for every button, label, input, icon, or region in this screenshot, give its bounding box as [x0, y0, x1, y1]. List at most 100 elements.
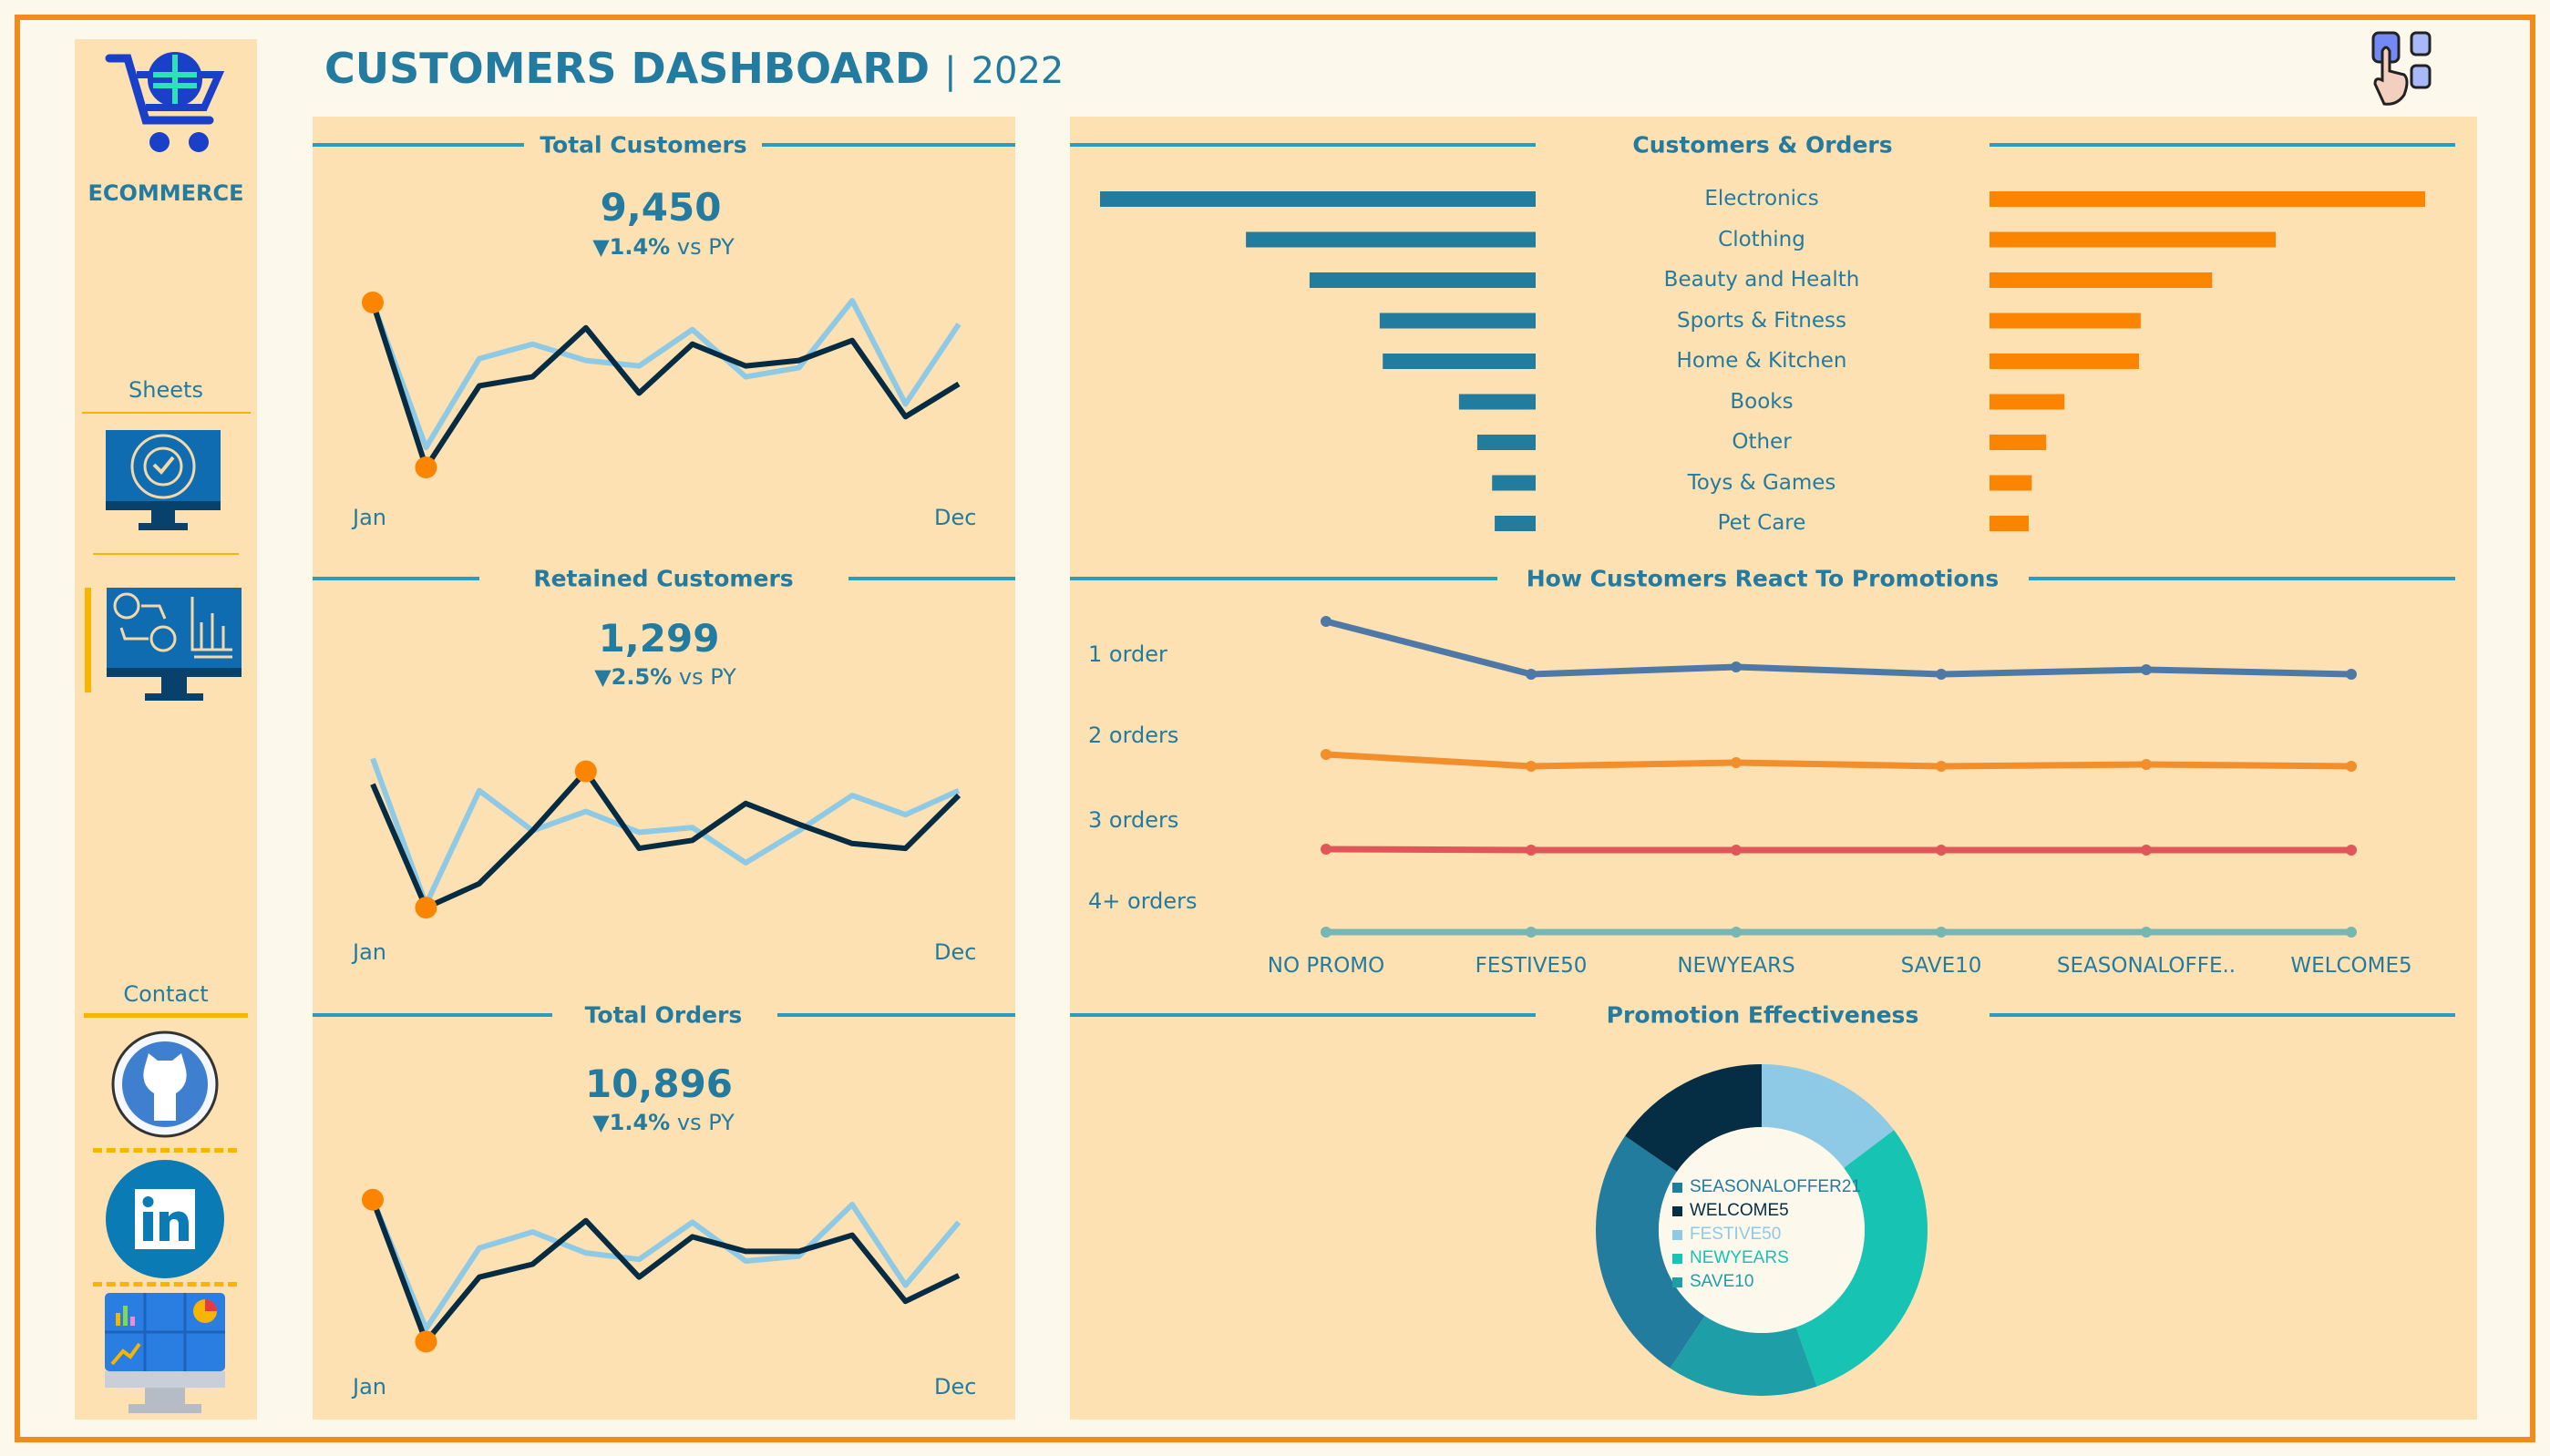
x-tick-label: NO PROMO — [1267, 954, 1385, 978]
title-separator: | — [944, 50, 957, 92]
x-label-start: Jan — [353, 939, 386, 965]
promo-series-line — [1325, 751, 2352, 770]
orders-bar — [1990, 313, 2141, 329]
legend-label: SEASONALOFFER21 — [1690, 1177, 1861, 1196]
min-point-marker — [415, 456, 437, 479]
promo-point — [1731, 845, 1742, 856]
title-rule — [1070, 1013, 1536, 1017]
promo-point — [1526, 669, 1537, 680]
title-rule — [848, 577, 1015, 580]
customers-bar — [1476, 435, 1536, 450]
sparkline-previous-year — [370, 1198, 961, 1332]
min-point-marker — [415, 897, 437, 919]
customers-orders-title: Customers & Orders — [1632, 131, 1893, 159]
linkedin-icon[interactable] — [105, 1159, 225, 1279]
legend-swatch — [1672, 1277, 1682, 1287]
promo-point — [1936, 761, 1947, 772]
delta-value: 2.5% — [611, 664, 673, 690]
promo-point — [1526, 761, 1537, 772]
legend-swatch — [1672, 1253, 1682, 1264]
donut-slice — [1762, 1064, 1895, 1168]
legend-item[interactable]: SEASONALOFFER21 — [1672, 1175, 1861, 1199]
donut-slice — [1596, 1135, 1705, 1369]
title-rule — [313, 1013, 552, 1017]
promotion-effectiveness-title: Promotion Effectiveness — [1606, 1001, 1919, 1029]
series-label: 2 orders — [1088, 723, 1179, 748]
promo-point — [2346, 669, 2357, 680]
kpi-monitor-icon[interactable] — [104, 428, 222, 538]
title-rule — [777, 1013, 1015, 1017]
orders-bar — [1990, 191, 2425, 207]
orders-bar — [1990, 354, 2139, 369]
orders-bar — [1990, 435, 2047, 450]
delta-arrow: ▼ — [594, 664, 612, 690]
customer-analysis-monitor-icon[interactable] — [105, 586, 243, 713]
x-tick-label: FESTIVE50 — [1475, 954, 1588, 978]
delta-vs: vs PY — [678, 664, 736, 690]
sparkline-current-year — [370, 302, 961, 471]
sheets-label: Sheets — [129, 377, 203, 403]
kpi-panel — [313, 117, 1015, 1420]
promo-series-line — [1325, 618, 2352, 678]
max-point-marker — [574, 760, 597, 783]
x-label-start: Jan — [353, 505, 386, 530]
title-text: CUSTOMERS DASHBOARD — [324, 44, 931, 93]
title-rule — [762, 143, 1015, 147]
orders-bar — [1990, 272, 2213, 288]
legend-item[interactable]: FESTIVE50 — [1672, 1223, 1861, 1246]
sparkline-previous-year — [370, 757, 961, 907]
donut-slice — [1670, 1316, 1817, 1396]
category-label: Clothing — [1718, 227, 1805, 251]
promo-point — [2141, 759, 2152, 770]
promo-point — [2346, 761, 2357, 772]
promo-point — [1731, 927, 1742, 938]
promo-point — [1936, 927, 1947, 938]
retained-customers-delta: ▼2.5% vs PY — [594, 664, 736, 690]
category-label: Toys & Games — [1687, 470, 1836, 495]
promo-point — [1526, 927, 1537, 938]
promo-series-line — [1325, 846, 2351, 854]
legend-label: FESTIVE50 — [1690, 1225, 1782, 1244]
title-rule — [2029, 577, 2455, 580]
total-orders-value: 10,896 — [584, 1061, 734, 1106]
page-title: CUSTOMERS DASHBOARD | 2022 — [324, 44, 1064, 93]
promo-point — [2141, 845, 2152, 856]
dashboard-portfolio-icon[interactable] — [105, 1293, 225, 1415]
promo-point — [2346, 927, 2357, 938]
customers-bar — [1383, 354, 1536, 369]
promo-point — [1321, 844, 1332, 855]
dashboard-frame — [15, 15, 2535, 1442]
promo-point — [1526, 845, 1537, 856]
contact-label: Contact — [123, 981, 209, 1007]
active-sheet-indicator — [85, 588, 91, 692]
orders-bar — [1990, 231, 2277, 248]
category-label: Pet Care — [1717, 511, 1806, 535]
retained-customers-title: Retained Customers — [533, 565, 794, 592]
delta-value: 1.4% — [609, 234, 671, 260]
orders-bar — [1990, 516, 2030, 531]
globe-cart-icon[interactable] — [102, 47, 225, 161]
donut-slice — [1795, 1130, 1928, 1387]
promo-point — [1321, 749, 1332, 760]
divider — [82, 412, 251, 414]
customers-bar — [1246, 231, 1536, 248]
touch-select-icon[interactable] — [2370, 29, 2450, 109]
x-label-end: Dec — [934, 505, 977, 530]
delta-value: 1.4% — [609, 1110, 671, 1135]
sparkline-current-year — [370, 768, 961, 911]
donut-legend: SEASONALOFFER21 WELCOME5 FESTIVE50 NEWYEARS… — [1672, 1175, 1861, 1294]
divider — [93, 1282, 237, 1287]
legend-item[interactable]: SAVE10 — [1672, 1270, 1861, 1294]
legend-item[interactable]: NEWYEARS — [1672, 1246, 1861, 1270]
total-customers-title: Total Customers — [540, 131, 747, 159]
delta-vs: vs PY — [676, 234, 735, 260]
orders-bar — [1990, 475, 2032, 491]
customers-bar — [1492, 475, 1536, 491]
legend-item[interactable]: WELCOME5 — [1672, 1199, 1861, 1223]
legend-label: NEWYEARS — [1690, 1248, 1789, 1267]
title-year: 2022 — [971, 50, 1064, 92]
github-icon[interactable] — [110, 1030, 220, 1139]
x-label-end: Dec — [934, 1374, 977, 1400]
category-label: Other — [1732, 430, 1792, 454]
delta-vs: vs PY — [676, 1110, 735, 1135]
